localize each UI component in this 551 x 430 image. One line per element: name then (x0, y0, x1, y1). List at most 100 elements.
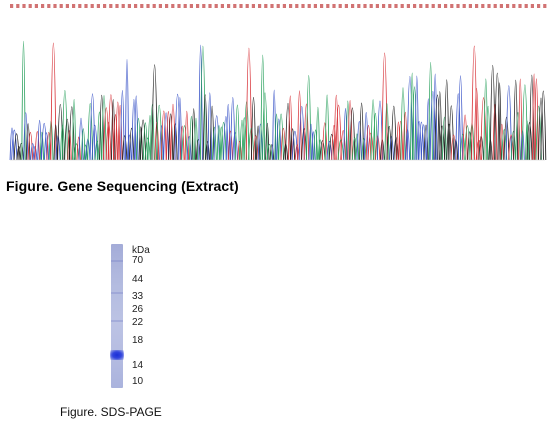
base-call-glyph (165, 4, 169, 8)
trace-peak (198, 44, 203, 161)
gel-main-band (110, 350, 124, 360)
trace-peak (139, 119, 147, 161)
trace-peak (168, 113, 174, 161)
trace-peak (290, 128, 296, 161)
trace-peak (205, 141, 210, 161)
trace-peak (420, 124, 427, 161)
base-call-glyph (518, 4, 522, 8)
base-call-glyph (543, 4, 547, 8)
base-call-glyph (431, 4, 435, 8)
mw-marker-label: 26 (132, 304, 144, 315)
trace-peak (94, 140, 100, 161)
base-call-glyph (208, 4, 212, 8)
base-call-glyph (258, 4, 262, 8)
trace-peak (11, 129, 18, 161)
trace-peak (455, 93, 462, 161)
base-call-glyph (487, 4, 491, 8)
trace-peak (480, 97, 487, 161)
trace-peak (521, 84, 529, 161)
base-call-glyph (103, 4, 107, 8)
trace-peak (402, 111, 408, 161)
sds-page-caption: Figure. SDS-PAGE (60, 405, 162, 419)
base-call-glyph (425, 4, 429, 8)
trace-peak (120, 90, 125, 161)
base-call-glyph (524, 4, 528, 8)
base-call-glyph (363, 4, 367, 8)
trace-peak (248, 127, 255, 161)
trace-peak (518, 78, 523, 161)
trace-peak (165, 111, 171, 161)
trace-peak (83, 144, 88, 161)
mw-marker-label: 70 (132, 255, 144, 266)
trace-peak (540, 90, 547, 161)
trace-peak (462, 114, 468, 161)
trace-peak (448, 105, 455, 161)
trace-peak (91, 124, 98, 161)
trace-peak (434, 94, 441, 161)
trace-peak (239, 120, 245, 161)
base-call-glyph (512, 4, 516, 8)
trace-peak (535, 105, 542, 161)
trace-peaks (9, 40, 547, 161)
trace-peak (163, 112, 170, 161)
trace-peak (291, 131, 299, 161)
trace-peak (155, 105, 163, 161)
base-call-glyph (177, 4, 181, 8)
mw-unit-label: kDa (132, 245, 150, 256)
base-call-glyph (506, 4, 510, 8)
base-call-glyph (307, 4, 311, 8)
trace-peak (538, 97, 544, 161)
trace-peak (361, 138, 367, 161)
trace-peak (335, 104, 342, 161)
base-call-glyph (90, 4, 94, 8)
base-call-glyph (456, 4, 460, 8)
trace-peak (457, 75, 464, 161)
base-call-glyph (152, 4, 156, 8)
trace-peak (122, 135, 128, 161)
gel-faint-band (111, 260, 123, 262)
base-call-glyph (301, 4, 305, 8)
base-call-glyph (53, 4, 57, 8)
base-call-glyph (400, 4, 404, 8)
base-call-glyph (245, 4, 249, 8)
base-call-glyph (183, 4, 187, 8)
trace-peak (46, 132, 52, 161)
trace-peak (21, 40, 26, 161)
trace-peak (53, 124, 58, 161)
trace-peak (107, 94, 115, 161)
trace-peak (154, 122, 160, 161)
trace-peak (50, 42, 57, 161)
trace-peak (297, 90, 302, 161)
trace-peak (202, 94, 208, 161)
trace-peak (218, 126, 224, 161)
trace-peak (406, 76, 414, 161)
base-call-glyph (233, 4, 237, 8)
base-call-glyph (351, 4, 355, 8)
base-call-glyph (444, 4, 448, 8)
trace-peak (381, 52, 388, 161)
base-call-glyph (115, 4, 119, 8)
trace-peak (354, 133, 360, 161)
trace-peak (195, 139, 201, 161)
trace-peak (428, 62, 433, 161)
base-call-glyph (406, 4, 410, 8)
base-call-glyph (493, 4, 497, 8)
trace-peak (18, 142, 24, 161)
base-call-glyph (196, 4, 200, 8)
trace-peak (398, 121, 404, 161)
trace-peak (359, 102, 365, 161)
trace-peak (356, 121, 363, 161)
trace-peak (260, 55, 266, 161)
trace-peak (333, 94, 339, 161)
trace-peak (243, 101, 250, 161)
trace-peak (416, 121, 422, 161)
trace-peak (505, 85, 512, 161)
trace-peak (489, 64, 496, 161)
trace-peak (262, 92, 268, 161)
trace-peak (349, 107, 356, 161)
trace-peak (326, 140, 333, 161)
trace-peak (131, 99, 137, 161)
base-call-glyph (47, 4, 51, 8)
trace-peak (96, 111, 102, 161)
trace-peak (510, 131, 517, 161)
